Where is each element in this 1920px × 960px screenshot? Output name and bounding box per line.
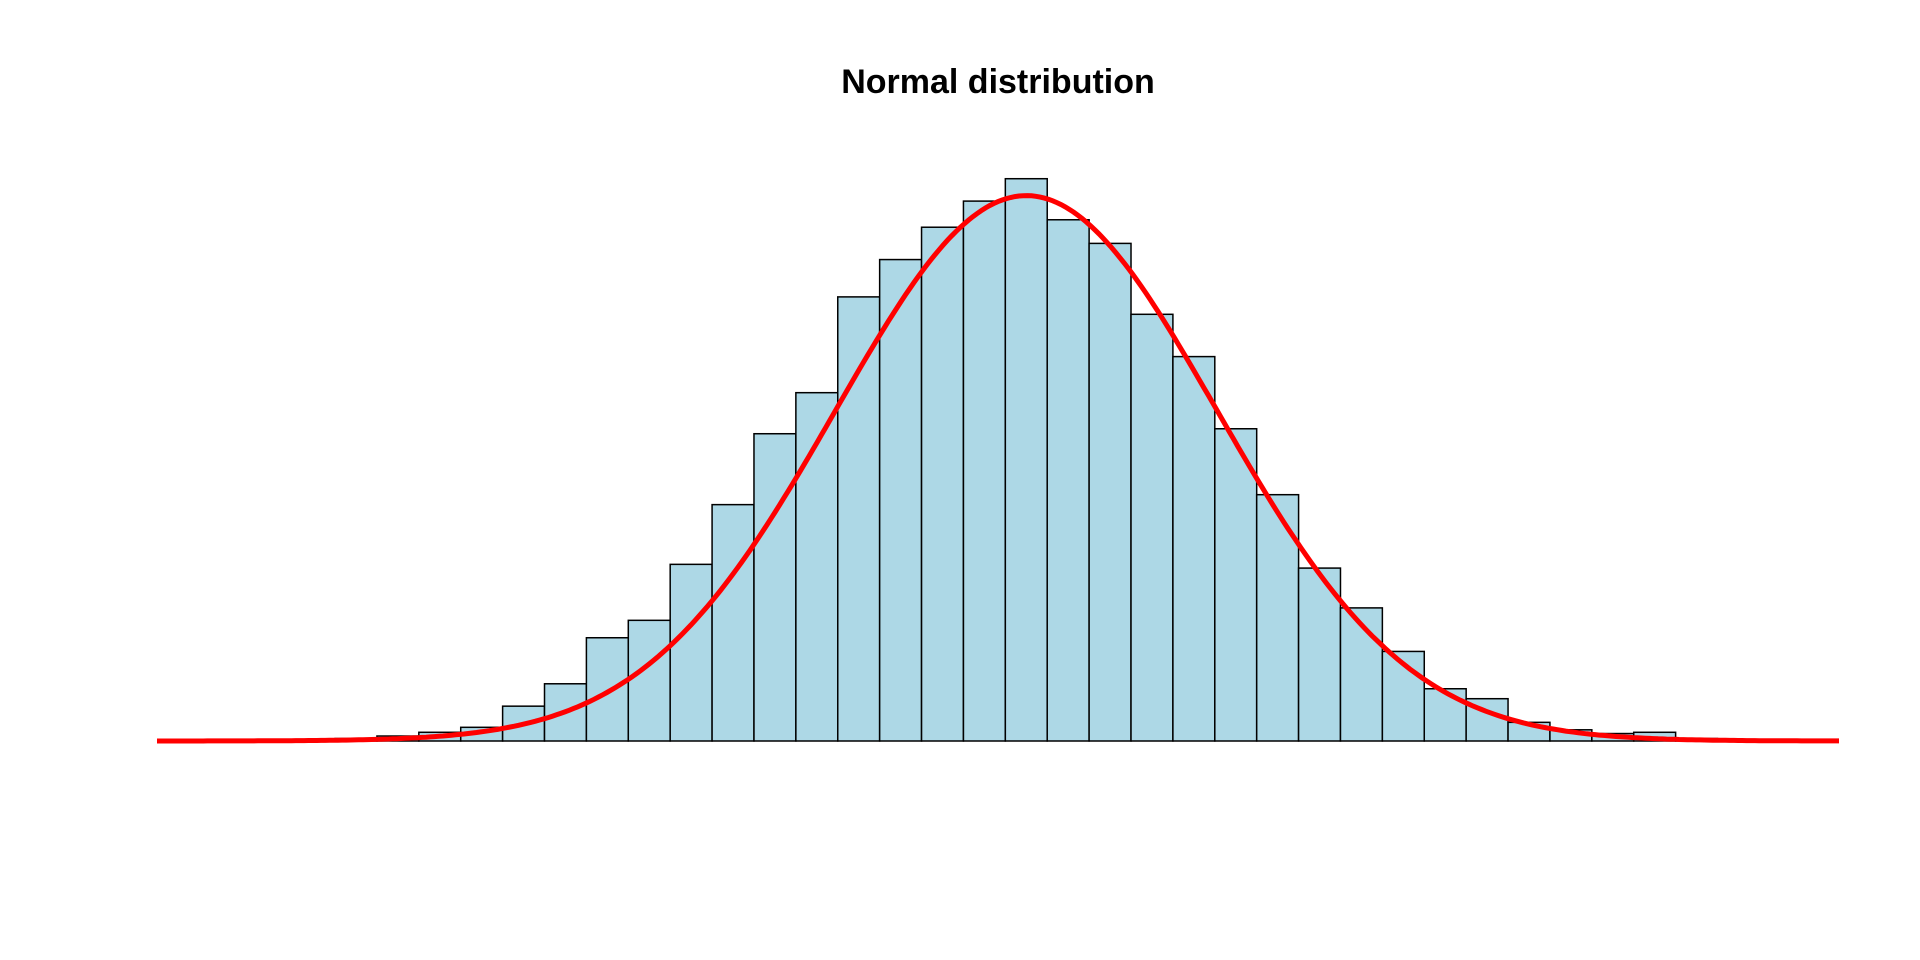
- histogram-bar: [1423, 688, 1467, 742]
- histogram-bar: [1046, 219, 1090, 742]
- histogram-bar: [795, 391, 839, 742]
- histogram-bar: [669, 563, 713, 742]
- histogram-bar: [1088, 242, 1132, 742]
- curve-group: [157, 193, 1839, 744]
- histogram-bar: [1339, 607, 1384, 742]
- histogram-bar: [878, 258, 923, 742]
- histogram-bar: [1130, 313, 1174, 742]
- histogram-bar: [711, 503, 755, 742]
- histogram-bar: [1172, 355, 1216, 742]
- histogram-bar: [920, 226, 965, 742]
- density-curve: [157, 193, 1839, 744]
- histogram-bar: [1214, 428, 1258, 742]
- histogram-bar: [753, 432, 797, 742]
- histogram-bar: [1004, 177, 1048, 742]
- histogram-bar: [627, 619, 671, 742]
- bars-group: [292, 177, 1719, 742]
- chart-title: Normal distribution: [841, 63, 1155, 101]
- histogram-bar: [962, 200, 1007, 742]
- histogram-bar: [837, 296, 881, 742]
